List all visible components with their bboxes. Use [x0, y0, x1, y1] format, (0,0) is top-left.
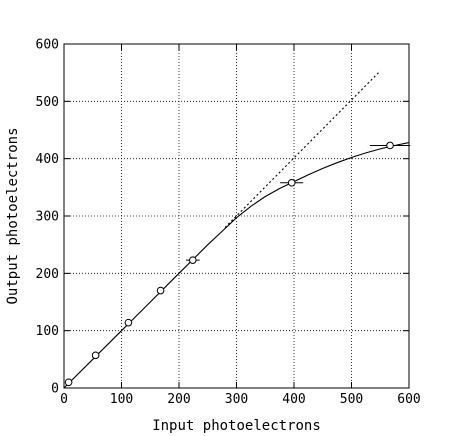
x-tick-label: 200 [167, 392, 190, 407]
y-tick-label: 200 [36, 267, 59, 282]
y-axis-label: Output photoelectrons [5, 127, 21, 304]
x-tick-label: 500 [340, 392, 363, 407]
data-point [64, 378, 73, 387]
y-tick-label: 100 [36, 324, 59, 339]
y-tick-label: 0 [51, 382, 59, 397]
y-tick-label: 300 [36, 210, 59, 225]
data-point [156, 286, 165, 295]
fit-curve [63, 142, 410, 389]
y-tick-label: 500 [36, 95, 59, 110]
y-tick-label: 400 [36, 152, 59, 167]
data-point [189, 256, 197, 264]
series-lines [63, 70, 410, 389]
x-tick-label: 0 [60, 392, 68, 407]
x-tick-label: 300 [225, 392, 248, 407]
data-point [124, 318, 133, 327]
x-tick-label: 100 [110, 392, 133, 407]
linear-extrapolation-line [224, 70, 381, 228]
data-point [386, 141, 394, 150]
x-axis-label: Input photoelectrons [152, 418, 321, 434]
x-tick-label: 600 [397, 392, 420, 407]
data-point [91, 351, 100, 360]
y-tick-label: 600 [36, 38, 59, 53]
x-tick-label: 400 [282, 392, 305, 407]
data-markers [64, 141, 411, 387]
axis-ticks: 0 100 200 300 400 500 600 0 100 200 300 400 500 600 [36, 38, 421, 408]
data-point [287, 178, 296, 187]
